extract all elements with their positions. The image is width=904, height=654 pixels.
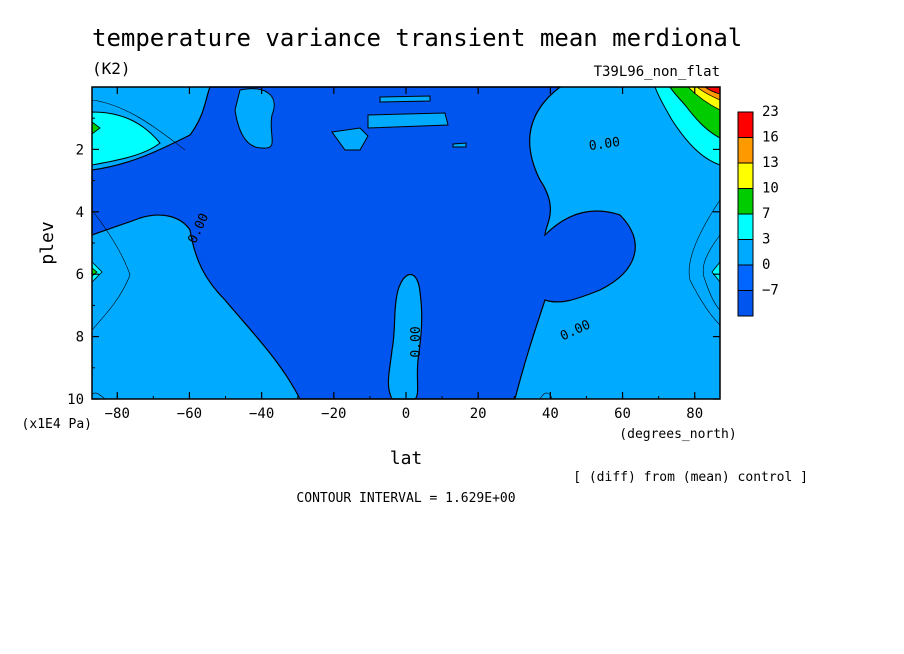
x-tick-label: −60 xyxy=(177,406,202,422)
patch-2 xyxy=(367,112,449,129)
y-tick-label: 4 xyxy=(76,205,84,221)
x-tick-label: 20 xyxy=(470,406,487,422)
y-tick-label: 6 xyxy=(76,267,84,283)
colorbar-label: 13 xyxy=(762,155,779,171)
experiment-label: T39L96_non_flat xyxy=(594,64,720,80)
patch-3 xyxy=(379,95,431,103)
x-tick-label: 40 xyxy=(542,406,559,422)
colorbar-label: 7 xyxy=(762,206,770,222)
diff-note: [ (diff) from (mean) control ] xyxy=(573,470,808,485)
y-tick-label: 8 xyxy=(76,330,84,346)
x-units-label: (degrees_north) xyxy=(619,427,736,442)
colorbar-swatch xyxy=(737,162,754,189)
colorbar-label: 23 xyxy=(762,104,779,120)
cyan-south-upper xyxy=(91,111,161,166)
colorbar-swatch xyxy=(737,290,754,317)
contour-label: 0.00 xyxy=(588,135,621,154)
colorbar-swatch xyxy=(737,188,754,215)
contour-field xyxy=(91,86,721,400)
x-axis-title: lat xyxy=(390,448,423,469)
colorbar-swatch xyxy=(737,213,754,240)
x-tick-label: 0 xyxy=(402,406,410,422)
y-units-label: (x1E4 Pa) xyxy=(22,417,92,432)
patch-1 xyxy=(234,88,275,149)
colorbar-swatch xyxy=(737,264,754,291)
colorbar-swatch xyxy=(737,239,754,266)
x-tick-label: 60 xyxy=(614,406,631,422)
y-axis-title: plev xyxy=(37,221,58,264)
colorbar-label: 0 xyxy=(762,257,770,273)
x-tick-label: −20 xyxy=(321,406,346,422)
colorbar: 23 16 13 10 7 3 0 −7 xyxy=(737,104,779,317)
contour-interval: CONTOUR INTERVAL = 1.629E+00 xyxy=(296,491,515,506)
contour-label: 0.00 xyxy=(409,326,424,357)
patch-5 xyxy=(452,142,467,148)
y-tick-label: 10 xyxy=(67,392,84,408)
y-axis: 2 4 6 8 10 xyxy=(67,117,720,408)
chart-title: temperature variance transient mean merd… xyxy=(92,24,742,52)
y-tick-label: 2 xyxy=(76,142,84,158)
x-tick-label: −80 xyxy=(105,406,130,422)
colorbar-label: 16 xyxy=(762,130,779,146)
colorbar-label: 10 xyxy=(762,181,779,197)
patch-equator xyxy=(387,273,423,400)
x-tick-label: −40 xyxy=(249,406,274,422)
colorbar-swatch xyxy=(737,111,754,138)
colorbar-swatch xyxy=(737,137,754,164)
colorbar-label: 3 xyxy=(762,232,770,248)
x-tick-label: 80 xyxy=(686,406,703,422)
x-axis: −80 −60 −40 −20 0 20 40 60 80 xyxy=(105,87,703,422)
units-label: (K2) xyxy=(92,59,131,78)
patch-4 xyxy=(331,127,369,151)
colorbar-label: −7 xyxy=(762,283,779,299)
